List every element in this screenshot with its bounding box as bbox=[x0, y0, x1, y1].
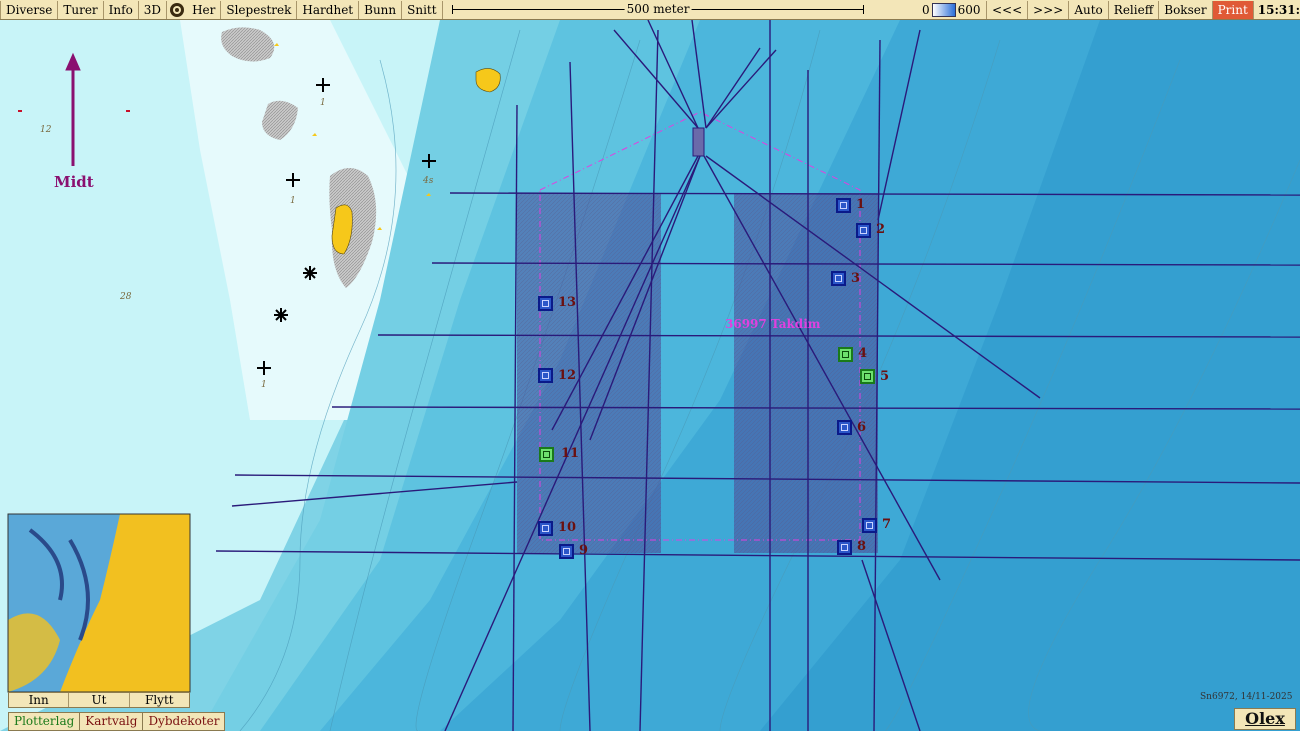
menu-diverse-button[interactable]: Diverse bbox=[0, 0, 59, 19]
minimap-zoom-out-button[interactable]: Ut bbox=[69, 693, 130, 707]
waypoint-marker[interactable] bbox=[539, 447, 554, 462]
minimap-zoom-in-button[interactable]: Inn bbox=[9, 693, 70, 707]
tab-dybdekoter[interactable]: Dybdekoter bbox=[142, 712, 226, 731]
target-icon[interactable] bbox=[170, 2, 185, 17]
waypoint-label: 1 bbox=[856, 197, 866, 212]
bokser-button[interactable]: Bokser bbox=[1159, 1, 1213, 19]
north-label: Midt bbox=[54, 173, 94, 191]
depth-number: 4s bbox=[423, 176, 434, 186]
overview-minimap[interactable] bbox=[8, 514, 190, 692]
waypoint-label: 8 bbox=[857, 539, 867, 554]
waypoint-label: 12 bbox=[558, 368, 577, 383]
depth-max: 600 bbox=[957, 3, 981, 17]
minimap-controls: Inn Ut Flytt bbox=[8, 692, 190, 708]
waypoint-label: 2 bbox=[876, 222, 886, 237]
waypoint-label: 4 bbox=[858, 346, 868, 361]
depth-number: 1 bbox=[320, 98, 326, 108]
waypoint-marker[interactable] bbox=[837, 420, 852, 435]
waypoint-marker[interactable] bbox=[836, 198, 851, 213]
bottom-tabs: Plotterlag Kartvalg Dybdekoter bbox=[8, 712, 226, 731]
depth-gradient bbox=[931, 3, 956, 17]
waypoint-marker[interactable] bbox=[559, 544, 574, 559]
prev-button[interactable]: <<< bbox=[986, 1, 1029, 19]
waypoint-marker[interactable] bbox=[837, 540, 852, 555]
minimap-move-button[interactable]: Flytt bbox=[145, 693, 174, 707]
waypoint-marker[interactable] bbox=[538, 296, 553, 311]
waypoint-label: 7 bbox=[882, 517, 892, 532]
waypoint-label: 3 bbox=[851, 271, 861, 286]
menu-turer-button[interactable]: Turer bbox=[58, 0, 104, 19]
menu-bunn-button[interactable]: Bunn bbox=[359, 0, 403, 19]
depth-number: 28 bbox=[120, 292, 132, 302]
scale-label: 500 meter bbox=[624, 2, 692, 17]
menu-hardhet-button[interactable]: Hardhet bbox=[297, 0, 360, 19]
scale-bar: 500 meter bbox=[452, 0, 864, 20]
next-button[interactable]: >>> bbox=[1028, 1, 1070, 19]
waypoint-marker[interactable] bbox=[856, 223, 871, 238]
tab-plotterlag[interactable]: Plotterlag bbox=[8, 712, 81, 731]
waypoint-marker[interactable] bbox=[838, 347, 853, 362]
depth-number: 1 bbox=[290, 196, 296, 206]
waypoint-label: 6 bbox=[857, 420, 867, 435]
clock: 15:31:37 bbox=[1257, 3, 1300, 17]
waypoint-label: 9 bbox=[579, 543, 589, 558]
auto-button[interactable]: Auto bbox=[1069, 1, 1109, 19]
waypoint-marker[interactable] bbox=[538, 368, 553, 383]
tab-kartvalg[interactable]: Kartvalg bbox=[79, 712, 144, 731]
relieff-button[interactable]: Relieff bbox=[1109, 1, 1160, 19]
depth-min: 0 bbox=[922, 3, 930, 17]
waypoint-label: 11 bbox=[561, 446, 580, 461]
waypoint-marker[interactable] bbox=[860, 369, 875, 384]
menu-slepestrek-button[interactable]: Slepestrek bbox=[221, 0, 298, 19]
waypoint-marker[interactable] bbox=[831, 271, 846, 286]
depth-legend[interactable]: 0 600 bbox=[922, 2, 981, 18]
right-toolbar: <<< >>> Auto Relieff Bokser Print 15:31:… bbox=[986, 0, 1300, 20]
area-label[interactable]: 36997 Takdim bbox=[725, 317, 821, 331]
depth-number: 1 bbox=[261, 380, 267, 390]
menu-her-button[interactable]: Her bbox=[187, 0, 222, 19]
waypoint-marker[interactable] bbox=[538, 521, 553, 536]
waypoint-marker[interactable] bbox=[862, 518, 877, 533]
menu-info-button[interactable]: Info bbox=[104, 0, 139, 19]
waypoint-label: 5 bbox=[880, 369, 890, 384]
menu-snitt-button[interactable]: Snitt bbox=[402, 0, 443, 19]
waypoint-label: 13 bbox=[558, 295, 577, 310]
menu-3d-button[interactable]: 3D bbox=[139, 0, 168, 19]
serial-date-stamp: Sn6972, 14/11-2025 bbox=[1200, 692, 1293, 702]
depth-number: 12 bbox=[40, 125, 52, 135]
olex-logo-button[interactable]: Olex bbox=[1234, 708, 1296, 730]
waypoint-label: 10 bbox=[558, 520, 577, 535]
print-button[interactable]: Print bbox=[1212, 1, 1254, 19]
